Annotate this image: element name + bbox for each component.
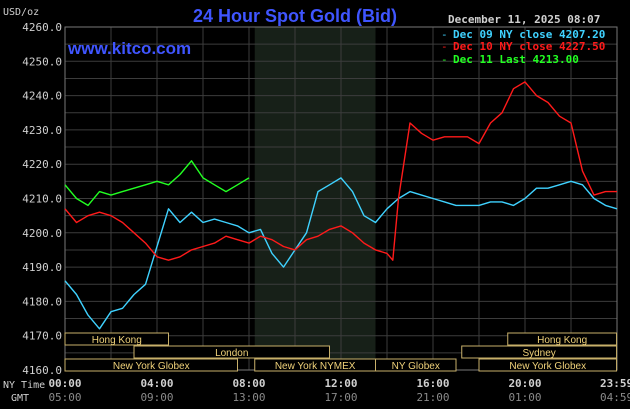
x-tick-label-gmt: 09:00 (140, 391, 173, 404)
x-tick-label-ny: 00:00 (48, 377, 81, 390)
session-label: London (215, 348, 248, 359)
legend-marker-dec10: - (441, 40, 448, 53)
x-tick-label-ny: 16:00 (416, 377, 449, 390)
series-line (64, 81, 617, 261)
legend-item-dec11: Dec 11 Last 4213.00 (453, 53, 579, 66)
session-label: Hong Kong (537, 335, 587, 346)
series-line (64, 177, 618, 330)
x-tick-label-ny: 23:59 (600, 377, 630, 390)
session-bar (461, 345, 618, 359)
session-label: Hong Kong (92, 335, 142, 346)
x-tick-label-gmt: 05:00 (48, 391, 81, 404)
y-tick-label: 4190.0 (22, 261, 62, 274)
y-tick-label: 4170.0 (22, 330, 62, 343)
session-bar (507, 332, 618, 346)
x-tick-label-gmt: 21:00 (416, 391, 449, 404)
legend-item-dec10: Dec 10 NY close 4227.50 (453, 40, 605, 53)
chart-title: 24 Hour Spot Gold (Bid) (193, 6, 397, 26)
legend-item-dec09: Dec 09 NY close 4207.20 (453, 28, 605, 41)
grid (64, 26, 618, 371)
y-tick-label: 4180.0 (22, 295, 62, 308)
session-bar (64, 332, 169, 346)
session-bar (133, 345, 330, 359)
nytime-label: NY Time (3, 380, 45, 391)
market-sessions: Hong Kong London New York Globex New York N… (64, 332, 618, 372)
y-tick-label: 4230.0 (22, 124, 62, 137)
session-label: New York Globex (113, 361, 190, 372)
x-tick-label-ny: 08:00 (232, 377, 265, 390)
x-tick-label-gmt: 01:00 (508, 391, 541, 404)
x-tick-label-gmt: 17:00 (324, 391, 357, 404)
date-label: December 11, 2025 08:07 (448, 13, 600, 26)
y-tick-label: 4160.0 (22, 364, 62, 377)
session-label: New York Globex (509, 361, 586, 372)
y-tick-label: 4220.0 (22, 158, 62, 171)
x-tick-label-ny: 04:00 (140, 377, 173, 390)
y-tick-label: 4250.0 (22, 55, 62, 68)
y-tick-label: 4200.0 (22, 227, 62, 240)
x-tick-label-ny: 12:00 (324, 377, 357, 390)
website-label: www.kitco.com (67, 39, 191, 58)
x-tick-label-ny: 20:00 (508, 377, 541, 390)
legend-marker-dec09: - (441, 28, 448, 41)
session-bar (64, 358, 238, 372)
session-label: NY Globex (392, 361, 440, 372)
series-lines (64, 81, 618, 330)
session-label: New York NYMEX (275, 361, 356, 372)
session-label: Sydney (522, 348, 555, 359)
session-bar (478, 358, 618, 372)
legend: Dec 09 NY close 4207.20 Dec 10 NY close … (441, 28, 605, 66)
x-tick-label-gmt: 04:59 (600, 391, 630, 404)
x-tick-label-gmt: 13:00 (232, 391, 265, 404)
y-tick-label: 4240.0 (22, 90, 62, 103)
session-bar (375, 358, 457, 372)
y-tick-label: 4210.0 (22, 193, 62, 206)
legend-marker-dec11: - (441, 53, 448, 66)
unit-label: USD/oz (3, 7, 39, 18)
y-tick-label: 4260.0 (22, 21, 62, 34)
series-line (64, 160, 250, 207)
gmt-label: GMT (11, 393, 29, 404)
